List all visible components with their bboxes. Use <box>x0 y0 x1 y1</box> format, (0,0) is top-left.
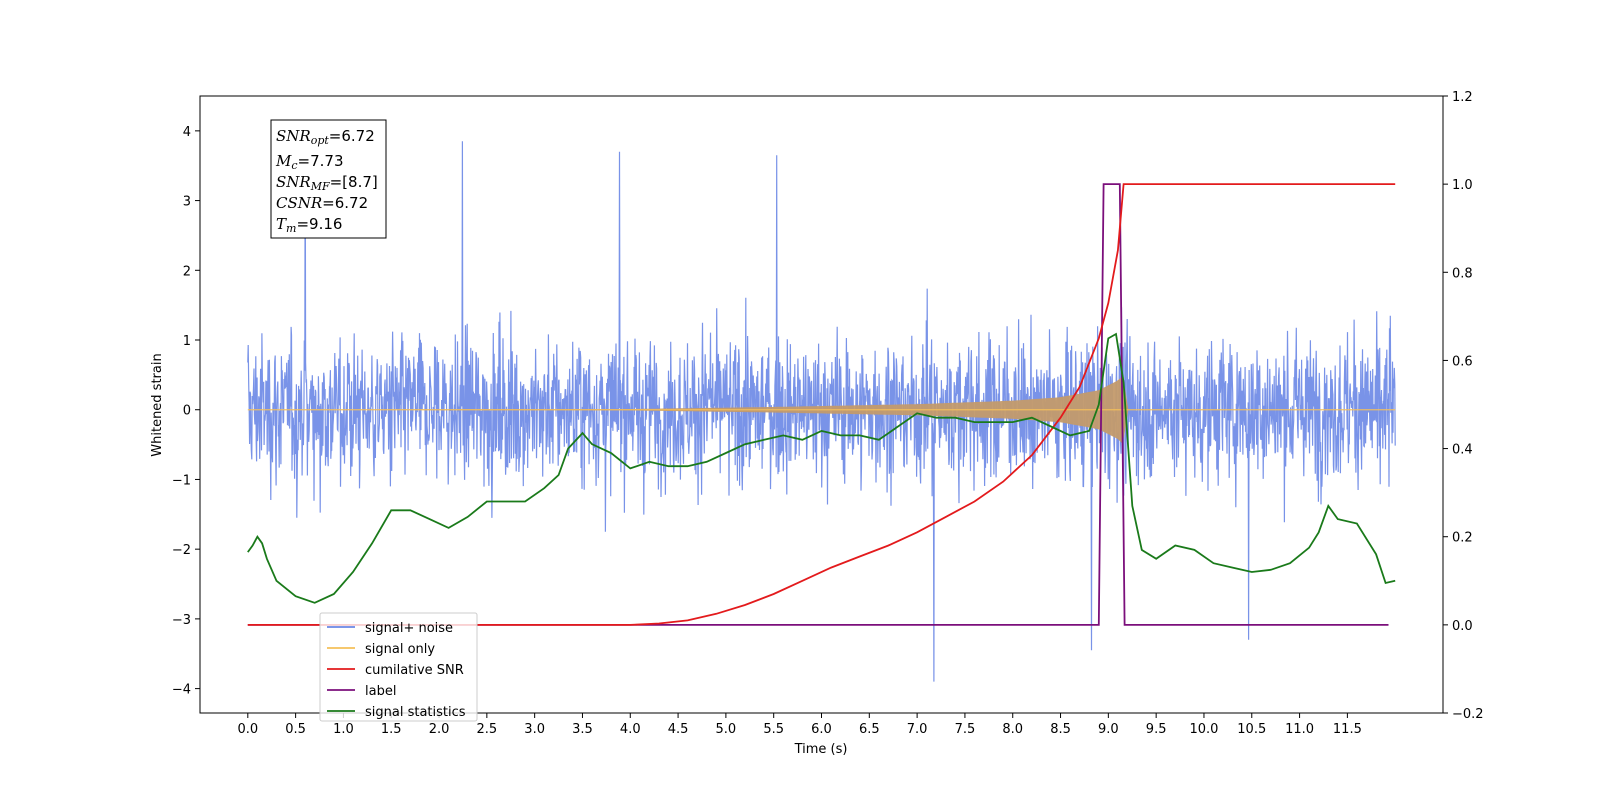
x-tick-label: 6.5 <box>859 722 880 737</box>
y-tick-label: 4 <box>183 125 191 140</box>
x-tick-label: 6.0 <box>811 722 832 737</box>
y2-tick-label: 1.0 <box>1452 178 1473 193</box>
legend: signal+ noise signal only cumilative SNR la… <box>319 612 478 722</box>
annotation-box: SNRopt=6.72 Mc=7.73 SNRMF=[8.7] CSNR=6.7… <box>270 119 387 239</box>
x-tick-label: 7.0 <box>907 722 928 737</box>
annotation-tm: Tm=9.16 <box>276 215 342 235</box>
y-tick-label: 1 <box>183 334 191 349</box>
cumulative-snr-line <box>247 183 1396 626</box>
x-tick-label: 0.5 <box>285 722 306 737</box>
legend-label: cumilative SNR <box>365 663 464 678</box>
x-tick-label: 8.5 <box>1050 722 1071 737</box>
plot-area <box>247 123 1396 682</box>
x-tick-label: 3.0 <box>524 722 545 737</box>
annotation-frame <box>270 119 387 239</box>
y-tick-label: 3 <box>183 195 191 210</box>
x-tick-label: 2.5 <box>477 722 498 737</box>
x-tick-label: 0.0 <box>237 722 258 737</box>
y-axis-right: 1.2 1.0 0.8 0.6 0.4 0.2 0.0 −0.2 <box>1443 90 1484 722</box>
y-axis-left: 4 3 2 1 0 −1 −2 −3 −4 <box>172 125 200 698</box>
x-tick-label: 4.5 <box>668 722 689 737</box>
y2-tick-label: 0.4 <box>1452 443 1473 458</box>
legend-label: signal only <box>365 642 435 657</box>
x-tick-label: 10.5 <box>1237 722 1266 737</box>
y2-tick-label: 0.0 <box>1452 619 1473 634</box>
x-tick-label: 11.0 <box>1285 722 1314 737</box>
x-tick-label: 5.5 <box>763 722 784 737</box>
y-tick-label: −3 <box>172 613 191 628</box>
annotation-mc: Mc=7.73 <box>275 152 344 172</box>
annotation-snr-opt: SNRopt=6.72 <box>276 127 375 147</box>
x-tick-label: 3.5 <box>572 722 593 737</box>
y2-tick-label: 0.8 <box>1452 266 1473 281</box>
x-tick-label: 1.5 <box>381 722 402 737</box>
annotation-csnr: CSNR=6.72 <box>276 194 368 212</box>
x-tick-label: 1.0 <box>333 722 354 737</box>
y-tick-label: −4 <box>172 683 191 698</box>
x-tick-label: 8.0 <box>1002 722 1023 737</box>
x-tick-label: 10.0 <box>1189 722 1218 737</box>
legend-frame <box>319 612 478 722</box>
y2-tick-label: 0.6 <box>1452 354 1473 369</box>
y2-tick-label: 0.2 <box>1452 531 1473 546</box>
series-signal-noise <box>247 123 1396 682</box>
signal-statistics-line <box>247 332 1396 604</box>
x-tick-label: 11.5 <box>1333 722 1362 737</box>
signal-noise-line <box>247 123 1396 682</box>
y-tick-label: 2 <box>183 264 191 279</box>
legend-label: signal+ noise <box>365 621 453 636</box>
y2-tick-label: −0.2 <box>1452 707 1484 722</box>
y-axis-title: Whitened strain <box>150 353 165 456</box>
x-tick-label: 2.0 <box>429 722 450 737</box>
legend-label: signal statistics <box>365 705 466 720</box>
y-tick-label: −2 <box>172 543 191 558</box>
y-tick-label: −1 <box>172 473 191 488</box>
x-tick-label: 5.0 <box>716 722 737 737</box>
label-line <box>247 183 1389 626</box>
series-lines <box>247 183 1396 626</box>
x-tick-label: 4.0 <box>620 722 641 737</box>
y2-tick-label: 1.2 <box>1452 90 1473 105</box>
y-tick-label: 0 <box>183 404 191 419</box>
x-tick-label: 9.5 <box>1146 722 1167 737</box>
annotation-snr-mf: SNRMF=[8.7] <box>276 173 378 193</box>
legend-label: label <box>365 684 396 699</box>
x-tick-label: 9.0 <box>1098 722 1119 737</box>
series-signal-only <box>247 375 1396 444</box>
x-axis-title: Time (s) <box>794 742 848 757</box>
x-axis: 0.0 0.5 1.0 1.5 2.0 2.5 3.0 3.5 4.0 4.5 5.0 5.5 6.0 6… <box>237 713 1362 737</box>
x-tick-label: 7.5 <box>955 722 976 737</box>
